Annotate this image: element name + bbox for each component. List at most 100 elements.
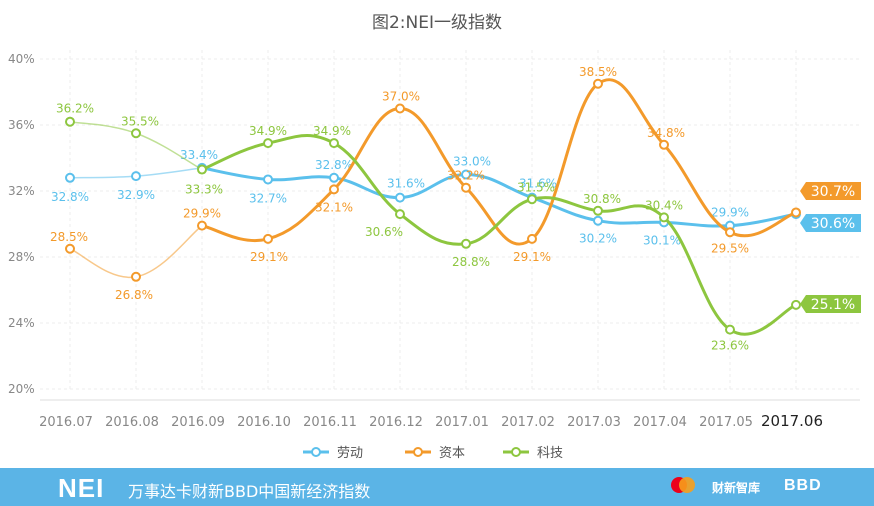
data-label: 33.3% xyxy=(185,183,223,197)
data-label: 32.8% xyxy=(315,158,353,172)
data-point xyxy=(527,194,537,205)
y-tick-label: 24% xyxy=(8,316,35,330)
data-label: 32.7% xyxy=(249,191,287,205)
x-tick-label: 2017.02 xyxy=(501,415,555,430)
series-line xyxy=(201,134,797,336)
data-label: 34.9% xyxy=(249,124,287,138)
data-label: 29.9% xyxy=(711,206,749,220)
data-point xyxy=(65,172,75,183)
x-tick-label: 2016.08 xyxy=(105,415,159,430)
data-point xyxy=(527,233,537,244)
data-label: 30.4% xyxy=(645,198,683,212)
x-tick-label: 2017.04 xyxy=(633,415,687,430)
data-label: 31.5% xyxy=(517,180,555,194)
data-label: 31.6% xyxy=(387,177,425,191)
chart-title: 图2:NEI一级指数 xyxy=(372,13,502,33)
data-label: 34.8% xyxy=(647,126,685,140)
data-label: 33.4% xyxy=(180,148,218,162)
data-label: 31.6% xyxy=(519,177,557,191)
footer-bar: NEI 万事达卡财新BBD中国新经济指数 财新智库 BBD xyxy=(0,468,874,506)
data-label: 26.8% xyxy=(115,288,153,302)
data-point xyxy=(263,138,273,149)
line-chart: 图2:NEI一级指数 20% 24% 28% 32% 36% 40% 2016.07 2016.… xyxy=(8,13,861,461)
x-tick-label: 2016.09 xyxy=(171,415,225,430)
data-point xyxy=(725,227,735,238)
x-tick-label: 2017.05 xyxy=(699,415,753,430)
mastercard-logo-icon xyxy=(671,477,695,493)
data-point xyxy=(329,172,339,183)
legend-label: 劳动 xyxy=(337,445,363,461)
series-line xyxy=(201,78,797,246)
data-label: 29.1% xyxy=(250,250,288,264)
data-point xyxy=(791,207,801,218)
callout-label: 25.1% xyxy=(811,297,855,313)
data-label: 38.5% xyxy=(579,65,617,79)
data-point xyxy=(131,271,141,282)
data-label: 28.8% xyxy=(452,255,490,269)
data-point xyxy=(593,78,603,89)
data-label: 37.0% xyxy=(382,90,420,104)
nei-brand: NEI xyxy=(58,473,105,503)
legend-label: 科技 xyxy=(537,446,563,461)
data-label: 32.1% xyxy=(315,200,353,214)
data-point xyxy=(263,233,273,244)
data-label: 36.2% xyxy=(56,102,94,116)
footer-subtitle: 万事达卡财新BBD中国新经济指数 xyxy=(128,482,371,501)
legend-swatch-marker xyxy=(413,447,423,457)
x-tick-label: 2016.12 xyxy=(369,415,423,430)
data-point xyxy=(461,238,471,249)
data-label: 29.1% xyxy=(513,250,551,264)
x-tick-label: 2017.01 xyxy=(435,415,489,430)
value-callout-tag xyxy=(800,214,861,232)
data-point xyxy=(395,209,405,220)
data-point xyxy=(659,212,669,223)
data-label: 32.8% xyxy=(51,190,89,204)
series-line-faded xyxy=(69,225,203,278)
data-point xyxy=(131,171,141,182)
data-label: 34.9% xyxy=(313,124,351,138)
caixin-think-tank-logo: 财新智库 xyxy=(712,481,761,495)
data-label: 32.2% xyxy=(447,169,485,183)
data-point xyxy=(197,220,207,231)
x-tick-label: 2017.06 xyxy=(761,412,823,430)
data-point xyxy=(395,103,405,114)
legend-swatch-marker xyxy=(311,447,321,457)
callout-label: 30.7% xyxy=(811,184,855,200)
y-tick-label: 20% xyxy=(8,382,35,396)
data-point xyxy=(263,174,273,185)
data-label: 33.0% xyxy=(453,155,491,169)
bbd-logo: BBD xyxy=(784,477,822,494)
data-point xyxy=(329,184,339,195)
data-point xyxy=(725,324,735,335)
legend-swatch-marker xyxy=(511,447,521,457)
data-label: 30.1% xyxy=(643,233,681,247)
data-label: 29.5% xyxy=(711,241,749,255)
data-label: 28.5% xyxy=(50,230,88,244)
data-point xyxy=(461,169,471,180)
data-label: 30.6% xyxy=(365,225,403,239)
data-point xyxy=(395,192,405,203)
data-label: 30.8% xyxy=(583,192,621,206)
y-tick-label: 36% xyxy=(8,118,35,132)
data-label: 32.9% xyxy=(117,188,155,202)
data-point xyxy=(593,215,603,226)
data-label: 35.5% xyxy=(121,114,159,128)
data-point xyxy=(593,205,603,216)
data-point xyxy=(329,138,339,149)
series-line xyxy=(201,166,797,228)
legend-label: 资本 xyxy=(439,446,465,461)
y-tick-label: 28% xyxy=(8,250,35,264)
data-label: 29.9% xyxy=(183,207,221,221)
x-tick-label: 2016.07 xyxy=(39,415,93,430)
y-tick-label: 32% xyxy=(8,184,35,198)
y-tick-label: 40% xyxy=(8,52,35,66)
data-point xyxy=(659,139,669,150)
data-point xyxy=(65,243,75,254)
data-point xyxy=(131,128,141,139)
value-callout-tag xyxy=(800,182,861,200)
data-point xyxy=(197,164,207,175)
callout-label: 30.6% xyxy=(811,216,855,232)
data-point xyxy=(791,299,801,310)
x-tick-label: 2017.03 xyxy=(567,415,621,430)
x-tick-label: 2016.10 xyxy=(237,415,291,430)
